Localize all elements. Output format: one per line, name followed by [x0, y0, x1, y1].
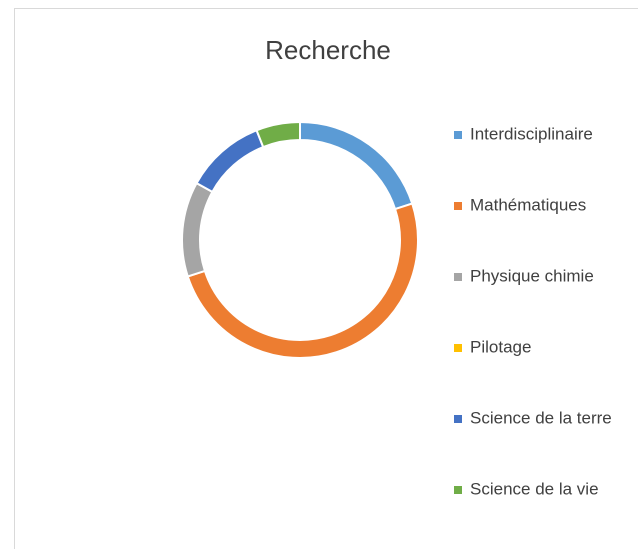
legend-swatch [454, 344, 462, 352]
legend-label: Interdisciplinaire [470, 124, 593, 143]
legend-swatch [454, 415, 462, 423]
legend-swatch [454, 202, 462, 210]
legend-label: Mathématiques [470, 195, 586, 214]
chart-title: Recherche [265, 35, 391, 65]
legend-label: Science de la vie [470, 479, 599, 498]
legend-swatch [454, 486, 462, 494]
legend-swatch [454, 131, 462, 139]
legend-label: Pilotage [470, 337, 531, 356]
legend-swatch [454, 273, 462, 281]
chart-frame [14, 8, 638, 549]
donut-slice [255, 120, 301, 149]
legend-label: Physique chimie [470, 266, 594, 285]
legend-label: Science de la terre [470, 408, 612, 427]
